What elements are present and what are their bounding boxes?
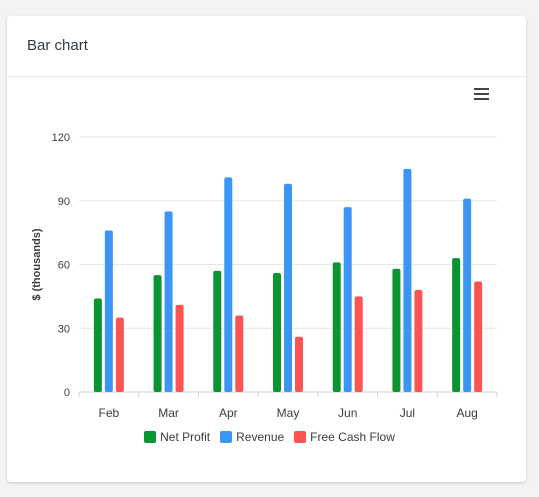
bar (213, 270, 222, 392)
bar (104, 230, 113, 392)
y-tick-label: 120 (52, 132, 70, 144)
card-title: Bar chart (27, 37, 88, 54)
legend-item[interactable]: Revenue (220, 430, 284, 444)
bar (93, 298, 102, 392)
bar (175, 304, 184, 392)
bar (452, 258, 461, 392)
bar (463, 198, 472, 392)
y-tick-label: 60 (58, 260, 70, 272)
bar (343, 207, 352, 392)
bar (273, 273, 281, 392)
bar (474, 281, 483, 392)
y-tick-label: 90 (58, 196, 70, 208)
y-tick-label: 30 (58, 323, 70, 335)
bar (295, 336, 303, 392)
bar (115, 317, 124, 392)
bar (414, 290, 423, 392)
hamburger-menu-icon[interactable] (474, 88, 490, 102)
bar (235, 315, 244, 392)
legend-item[interactable]: Free Cash Flow (294, 430, 395, 444)
bar (392, 268, 401, 392)
bar (153, 275, 162, 392)
x-tick-label: Apr (219, 406, 238, 420)
legend-label: Free Cash Flow (310, 430, 395, 444)
y-axis-label: $ (thousands) (31, 228, 43, 300)
legend-marker (220, 431, 233, 443)
bar (403, 168, 412, 392)
x-tick-label: Feb (99, 406, 120, 420)
card-header: Bar chart (7, 16, 526, 77)
x-tick-label: Jun (338, 406, 357, 420)
x-tick-label: Aug (456, 406, 477, 420)
x-tick-label: Mar (158, 406, 179, 420)
legend-label: Revenue (236, 430, 285, 444)
bar (354, 296, 363, 392)
x-tick-label: Jul (400, 406, 415, 420)
legend-item[interactable]: Net Profit (144, 430, 210, 444)
x-tick-label: May (277, 406, 300, 420)
bar (332, 262, 341, 392)
bar (164, 211, 173, 392)
y-tick-label: 0 (64, 387, 70, 399)
legend-label: Net Profit (160, 430, 211, 444)
legend-marker (144, 431, 157, 443)
chart-legend: Net Profit Revenue Free Cash Flow (0, 430, 539, 444)
bar (284, 183, 292, 392)
legend-marker (294, 431, 307, 443)
bar (224, 177, 233, 392)
chart-card: Bar chart (7, 16, 526, 482)
